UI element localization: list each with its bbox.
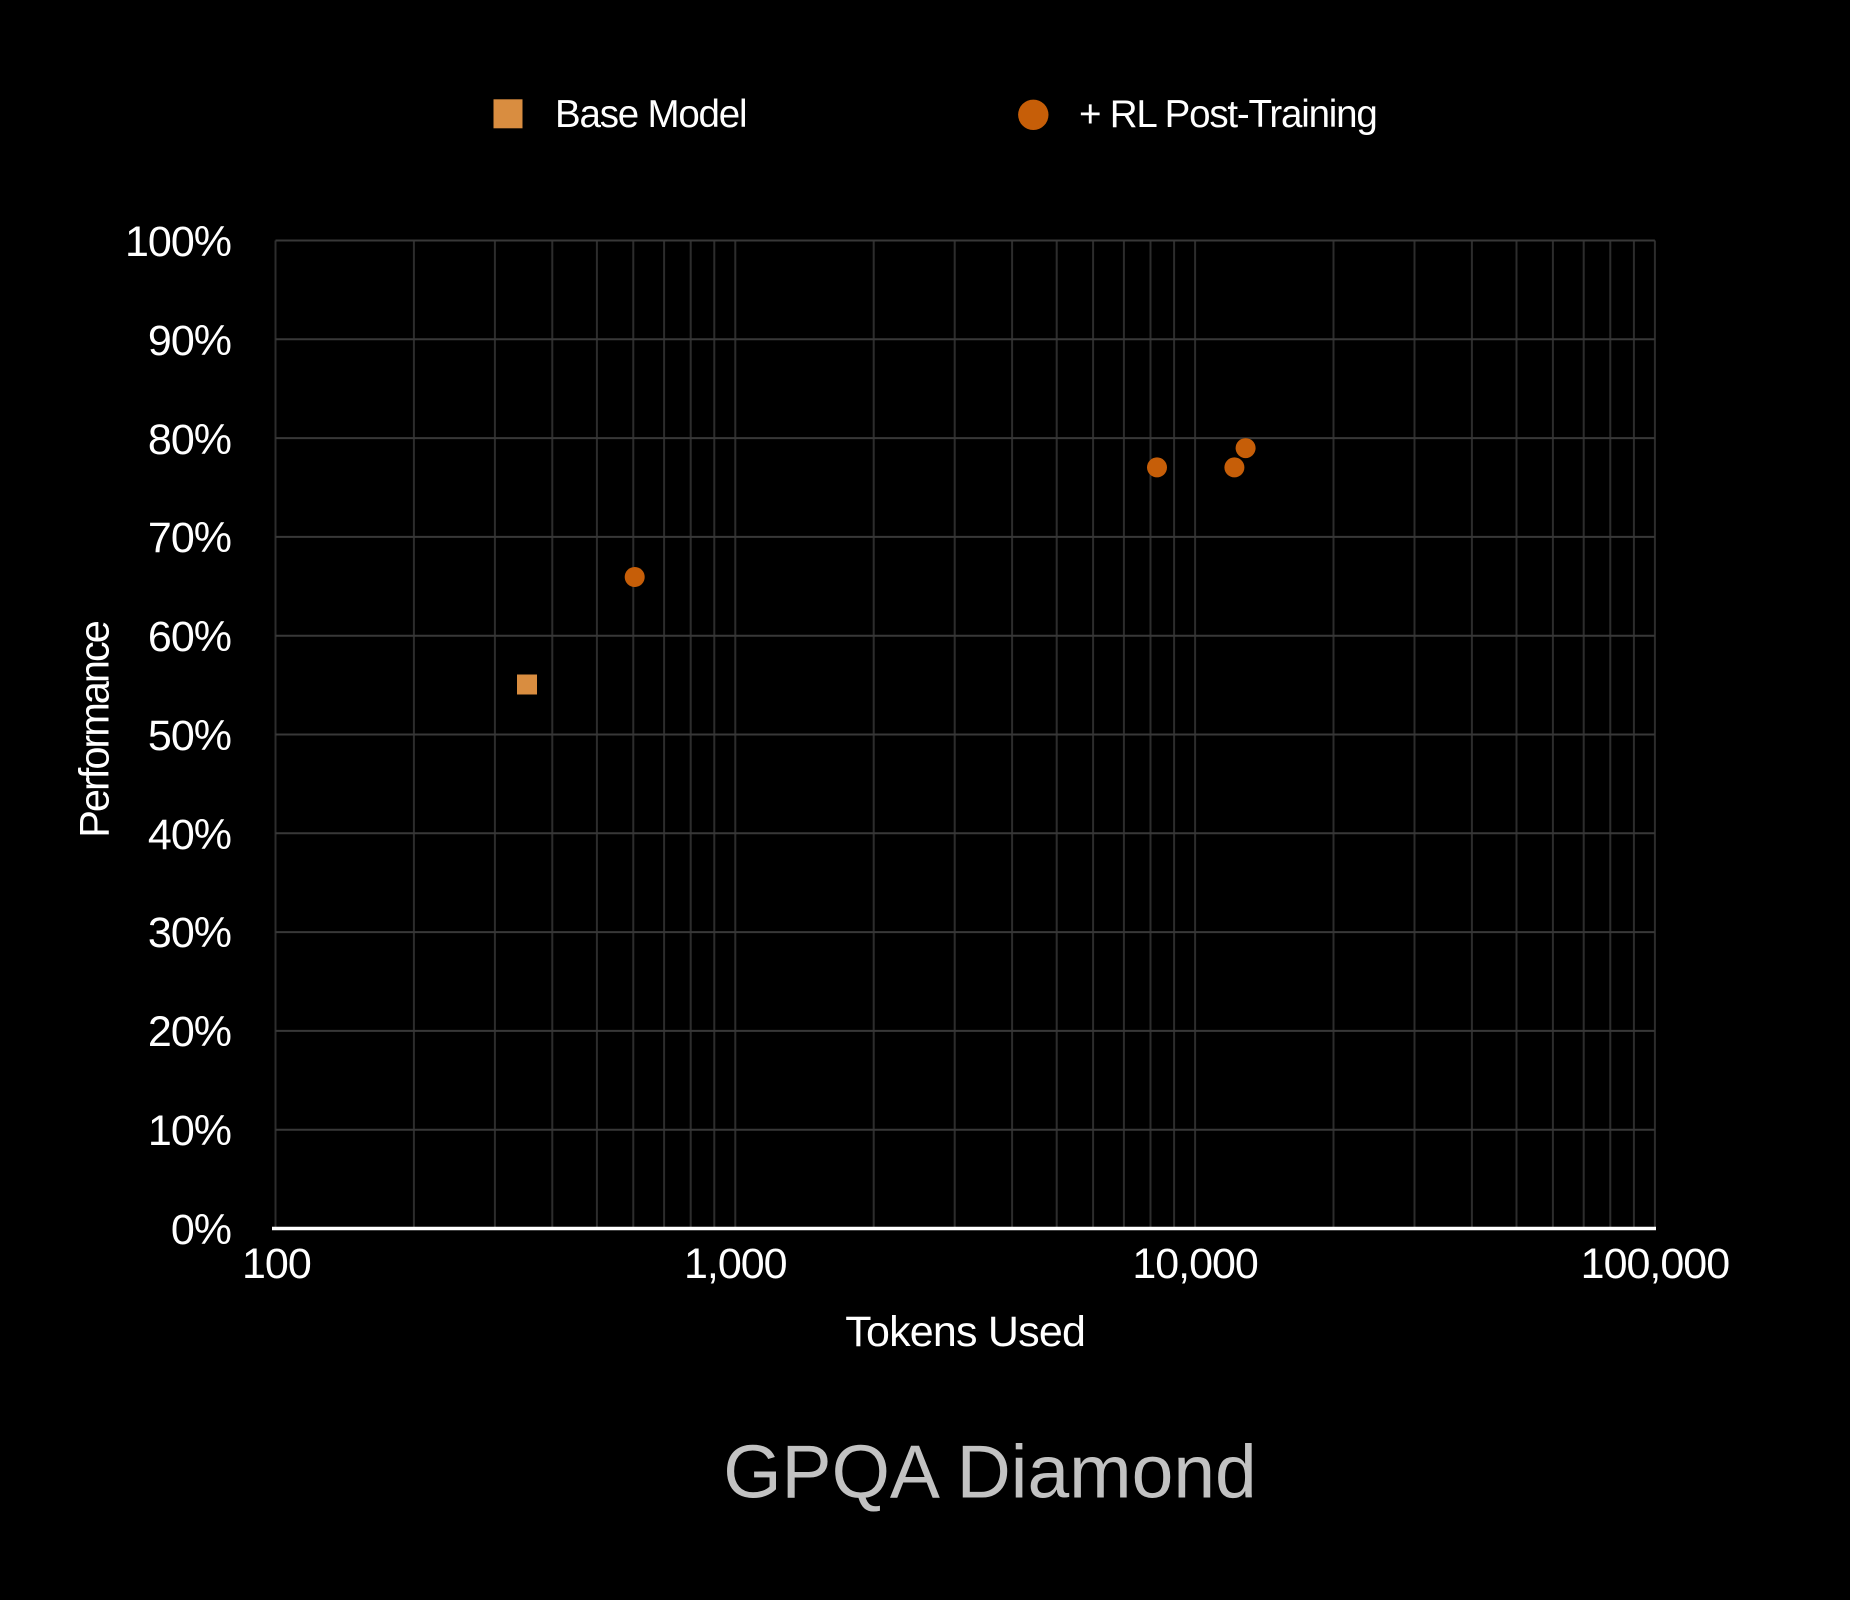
svg-text:10%: 10%	[148, 1107, 231, 1155]
svg-text:Tokens Used: Tokens Used	[845, 1308, 1085, 1356]
svg-text:100,000: 100,000	[1581, 1240, 1730, 1288]
svg-text:Base Model: Base Model	[555, 93, 746, 136]
svg-text:+ RL Post-Training: + RL Post-Training	[1079, 93, 1377, 136]
svg-text:50%: 50%	[148, 712, 231, 760]
svg-text:1,000: 1,000	[684, 1240, 787, 1288]
svg-text:40%: 40%	[148, 811, 231, 859]
svg-text:Performance: Performance	[71, 621, 118, 837]
svg-text:90%: 90%	[148, 317, 231, 365]
svg-text:GPQA Diamond: GPQA Diamond	[723, 1430, 1257, 1514]
svg-text:100: 100	[242, 1240, 311, 1288]
svg-text:10,000: 10,000	[1132, 1240, 1258, 1288]
svg-text:70%: 70%	[148, 514, 231, 562]
svg-text:20%: 20%	[148, 1008, 231, 1056]
svg-text:30%: 30%	[148, 909, 231, 957]
svg-text:0%: 0%	[171, 1206, 231, 1254]
svg-text:80%: 80%	[148, 416, 231, 464]
svg-text:60%: 60%	[148, 613, 231, 661]
svg-text:100%: 100%	[125, 218, 231, 266]
